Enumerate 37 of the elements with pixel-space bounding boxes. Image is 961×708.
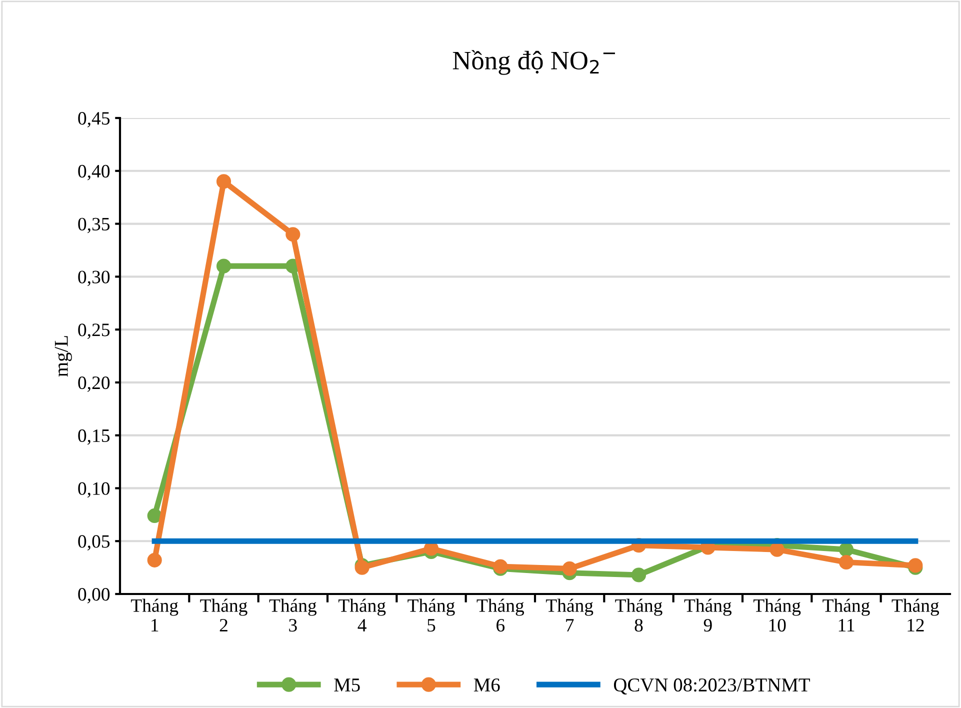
point	[838, 542, 854, 557]
point	[562, 561, 577, 576]
y-tick-label: 0,40	[78, 164, 110, 180]
y-tick-label: 0,45	[78, 112, 110, 128]
point	[770, 542, 784, 557]
y-tick-label: 0,30	[78, 270, 110, 286]
x-tick-label: Tháng 3	[269, 598, 317, 632]
point	[147, 508, 162, 524]
x-tick-label: Tháng 11	[822, 598, 870, 632]
x-tick-label: Tháng 1	[130, 598, 178, 632]
x-tick-label: Tháng 10	[753, 598, 801, 632]
point	[147, 552, 162, 568]
y-tick-label: 0,15	[78, 429, 110, 445]
x-tick-label: Tháng 7	[546, 598, 594, 632]
x-tick-label: Tháng 9	[684, 598, 732, 632]
y-tick-label: 0,05	[78, 535, 110, 550]
y-tick-label: 0,10	[78, 482, 110, 498]
y-axis-title: mg/L	[54, 336, 72, 377]
y-tick-label: 0,25	[78, 324, 110, 339]
x-tick-label: Tháng 8	[615, 598, 662, 632]
x-tick-label: Tháng 12	[892, 598, 940, 632]
point	[838, 554, 854, 570]
point	[286, 227, 300, 242]
x-tick-label: Tháng 4	[338, 598, 386, 632]
point	[631, 568, 646, 582]
x-tick-label: Tháng 2	[200, 598, 248, 632]
y-tick-label: 0,35	[78, 218, 110, 234]
chart-title: Nồng độ NO$_{2}$$^{−}$	[452, 50, 615, 75]
x-tick-label: Tháng 6	[476, 598, 524, 632]
point	[216, 258, 232, 274]
legend-label: QCVN 08:2023/BTNMT	[614, 678, 810, 695]
legend-label: M5	[334, 678, 360, 692]
y-tick-label: 0,20	[78, 376, 110, 392]
point	[216, 174, 232, 189]
y-tick-label: 0,00	[78, 588, 110, 604]
x-tick-label: Tháng 5	[408, 598, 455, 632]
legend-label: M6	[474, 678, 500, 692]
